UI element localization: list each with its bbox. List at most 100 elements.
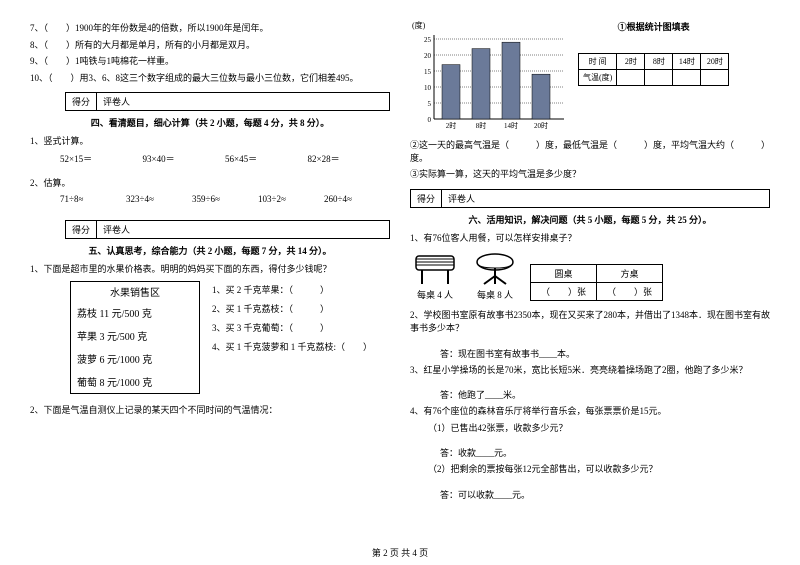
fruit-q: 4、买 1 千克菠萝和 1 千克荔枝:（ ） [212,340,390,353]
th: 20时 [701,54,729,70]
th: 方桌 [597,265,663,283]
left-column: 7、（ ）1900年的年份数是4的倍数，所以1900年是闰年。 8、（ ）所有的… [30,20,390,530]
fruit-row: 荔枝 11 元/500 克 [71,301,199,324]
score-label: 得分 [66,93,97,110]
fruit-q: 1、买 2 千克苹果：（ ） [212,283,390,296]
chart-q3: ③实际算一算，这天的平均气温是多少度？ [410,168,770,181]
th: 时 间 [579,54,617,70]
sec5-q2: 2、下面是气温自测仪上记录的某天四个不同时间的气温情况： [30,404,390,417]
square-desk: 每桌 4 人 [410,252,460,301]
sec6-q1: 1、有76位客人用餐，可以怎样安排桌子？ [410,232,770,245]
th: 2时 [617,54,645,70]
fruit-row: 菠萝 6 元/1000 克 [71,347,199,370]
chart-title: ①根据统计图填表 [578,20,729,33]
grader-label: 评卷人 [97,221,136,238]
sec6-q4-2-ans: 答：可以收款____元。 [440,488,770,501]
sec4-calc2: 71÷8≈ 323÷4≈ 359÷6≈ 103÷2≈ 260÷4≈ [60,194,390,204]
tf-q8: 8、（ ）所有的大月都是单月，所有的小月都是双月。 [30,39,390,52]
calc: 56×45＝ [225,152,308,165]
calc: 71÷8≈ [60,194,126,204]
cell[interactable] [645,70,673,86]
table-row: 时 间 2时 8时 14时 20时 [579,54,729,70]
cell[interactable]: （ ）张 [597,283,663,301]
sec5-q1: 1、下面是超市里的水果价格表。明明的妈妈买下面的东西，得付多少钱呢？ [30,263,390,276]
svg-text:2时: 2时 [446,121,457,130]
cell[interactable] [701,70,729,86]
fruit-row: 苹果 3 元/500 克 [71,324,199,347]
sec6-q4-1: （1）已售出42张票，收款多少元？ [428,422,770,435]
sec6-q4-1-ans: 答：收款____元。 [440,446,770,459]
calc: 359÷6≈ [192,194,258,204]
sec6-q3: 3、红星小学操场的长是70米，宽比长短5米．亮亮绕着操场跑了2圈，他跑了多少米？ [410,364,770,377]
fruit-table: 水果销售区 荔枝 11 元/500 克 苹果 3 元/500 克 菠萝 6 元/… [70,281,200,394]
svg-text:20时: 20时 [534,121,548,130]
score-box-sec5: 得分 评卷人 [65,220,390,239]
svg-text:15: 15 [424,68,432,76]
grader-label: 评卷人 [97,93,136,110]
y-axis-label: (度) [412,20,570,31]
temp-table: 时 间 2时 8时 14时 20时 气温(度) [578,53,729,86]
chart-block: (度) 0 5 10 15 20 25 2时 8时 14时 20时 [410,20,570,133]
score-box-sec4: 得分 评卷人 [65,92,390,111]
th: 8时 [645,54,673,70]
desk-area: 每桌 4 人 每桌 8 人 圆桌 方桌 （ [410,252,770,301]
svg-text:8时: 8时 [476,121,487,130]
th: 圆桌 [531,265,597,283]
sec4-sub2: 2、估算。 [30,177,390,190]
fruit-row: 葡萄 8 元/1000 克 [71,370,199,393]
sec5-title: 五、认真思考，综合能力（共 2 小题，每题 7 分，共 14 分）。 [30,244,390,257]
row-label: 气温(度) [579,70,617,86]
round-desk: 每桌 8 人 [470,252,520,301]
sec4-title: 四、看清题目，细心计算（共 2 小题，每题 4 分，共 8 分）。 [30,116,390,129]
sec6-q2-ans: 答：现在图书室有故事书____本。 [440,347,770,360]
grader-label: 评卷人 [442,190,481,207]
sec4-calc1: 52×15＝ 93×40＝ 56×45＝ 82×28＝ [60,152,390,165]
calc: 52×15＝ [60,152,143,165]
table-row: 圆桌 方桌 [531,265,663,283]
sec6-title: 六、活用知识，解决问题（共 5 小题，每题 5 分，共 25 分）。 [410,213,770,226]
calc: 260÷4≈ [324,194,390,204]
fruit-q: 2、买 1 千克荔枝：（ ） [212,302,390,315]
chart-right: ①根据统计图填表 时 间 2时 8时 14时 20时 气温(度) [578,20,729,133]
tf-q7: 7、（ ）1900年的年份数是4的倍数，所以1900年是闰年。 [30,22,390,35]
page-footer: 第 2 页 共 4 页 [0,546,800,559]
svg-text:0: 0 [428,116,432,124]
sec6-q4: 4、有76个座位的森林音乐厅将举行音乐会，每张票票价是15元。 [410,405,770,418]
cell[interactable]: （ ）张 [531,283,597,301]
sec6-q4-2: （2）把剩余的票按每张12元全部售出，可以收款多少元？ [428,463,770,476]
sec4-sub1: 1、竖式计算。 [30,135,390,148]
svg-text:20: 20 [424,52,432,60]
cell[interactable] [673,70,701,86]
calc: 103÷2≈ [258,194,324,204]
svg-text:5: 5 [428,100,432,108]
fruit-questions: 1、买 2 千克苹果：（ ） 2、买 1 千克荔枝：（ ） 3、买 3 千克葡萄… [212,277,390,359]
cell[interactable] [617,70,645,86]
fruit-table-title: 水果销售区 [71,282,199,301]
score-label: 得分 [66,221,97,238]
table-row: （ ）张 （ ）张 [531,283,663,301]
fruit-q: 3、买 3 千克葡萄：（ ） [212,321,390,334]
square-desk-label: 每桌 4 人 [410,288,460,301]
tf-q9: 9、（ ）1吨铁与1吨棉花一样重。 [30,55,390,68]
svg-text:10: 10 [424,84,432,92]
calc: 82×28＝ [308,152,391,165]
fruit-area: 水果销售区 荔枝 11 元/500 克 苹果 3 元/500 克 菠萝 6 元/… [30,277,390,400]
square-desk-icon [410,252,460,286]
desk-table: 圆桌 方桌 （ ）张 （ ）张 [530,264,663,301]
score-box-sec6: 得分 评卷人 [410,189,770,208]
bar-chart: 0 5 10 15 20 25 2时 8时 14时 20时 [410,31,570,131]
tf-q10: 10、（ ）用3、6、8这三个数字组成的最大三位数与最小三位数，它们相差495。 [30,72,390,85]
chart-q2: ②这一天的最高气温是（ ）度，最低气温是（ ）度，平均气温大约（ ）度。 [410,139,770,164]
right-column: (度) 05101520252时8时14时20时 ①根据统计图填表 时 间 2时… [410,20,770,530]
chart-area: (度) 05101520252时8时14时20时 ①根据统计图填表 时 间 2时… [410,20,770,133]
calc: 323÷4≈ [126,194,192,204]
sec6-q2: 2、学校图书室原有故事书2350本，现在又买来了280本，并借出了1348本．现… [410,309,770,334]
score-label: 得分 [411,190,442,207]
svg-text:25: 25 [424,36,432,44]
th: 14时 [673,54,701,70]
round-desk-label: 每桌 8 人 [470,288,520,301]
table-row: 气温(度) [579,70,729,86]
sec6-q3-ans: 答：他跑了____米。 [440,388,770,401]
calc: 93×40＝ [143,152,226,165]
svg-text:14时: 14时 [504,121,518,130]
